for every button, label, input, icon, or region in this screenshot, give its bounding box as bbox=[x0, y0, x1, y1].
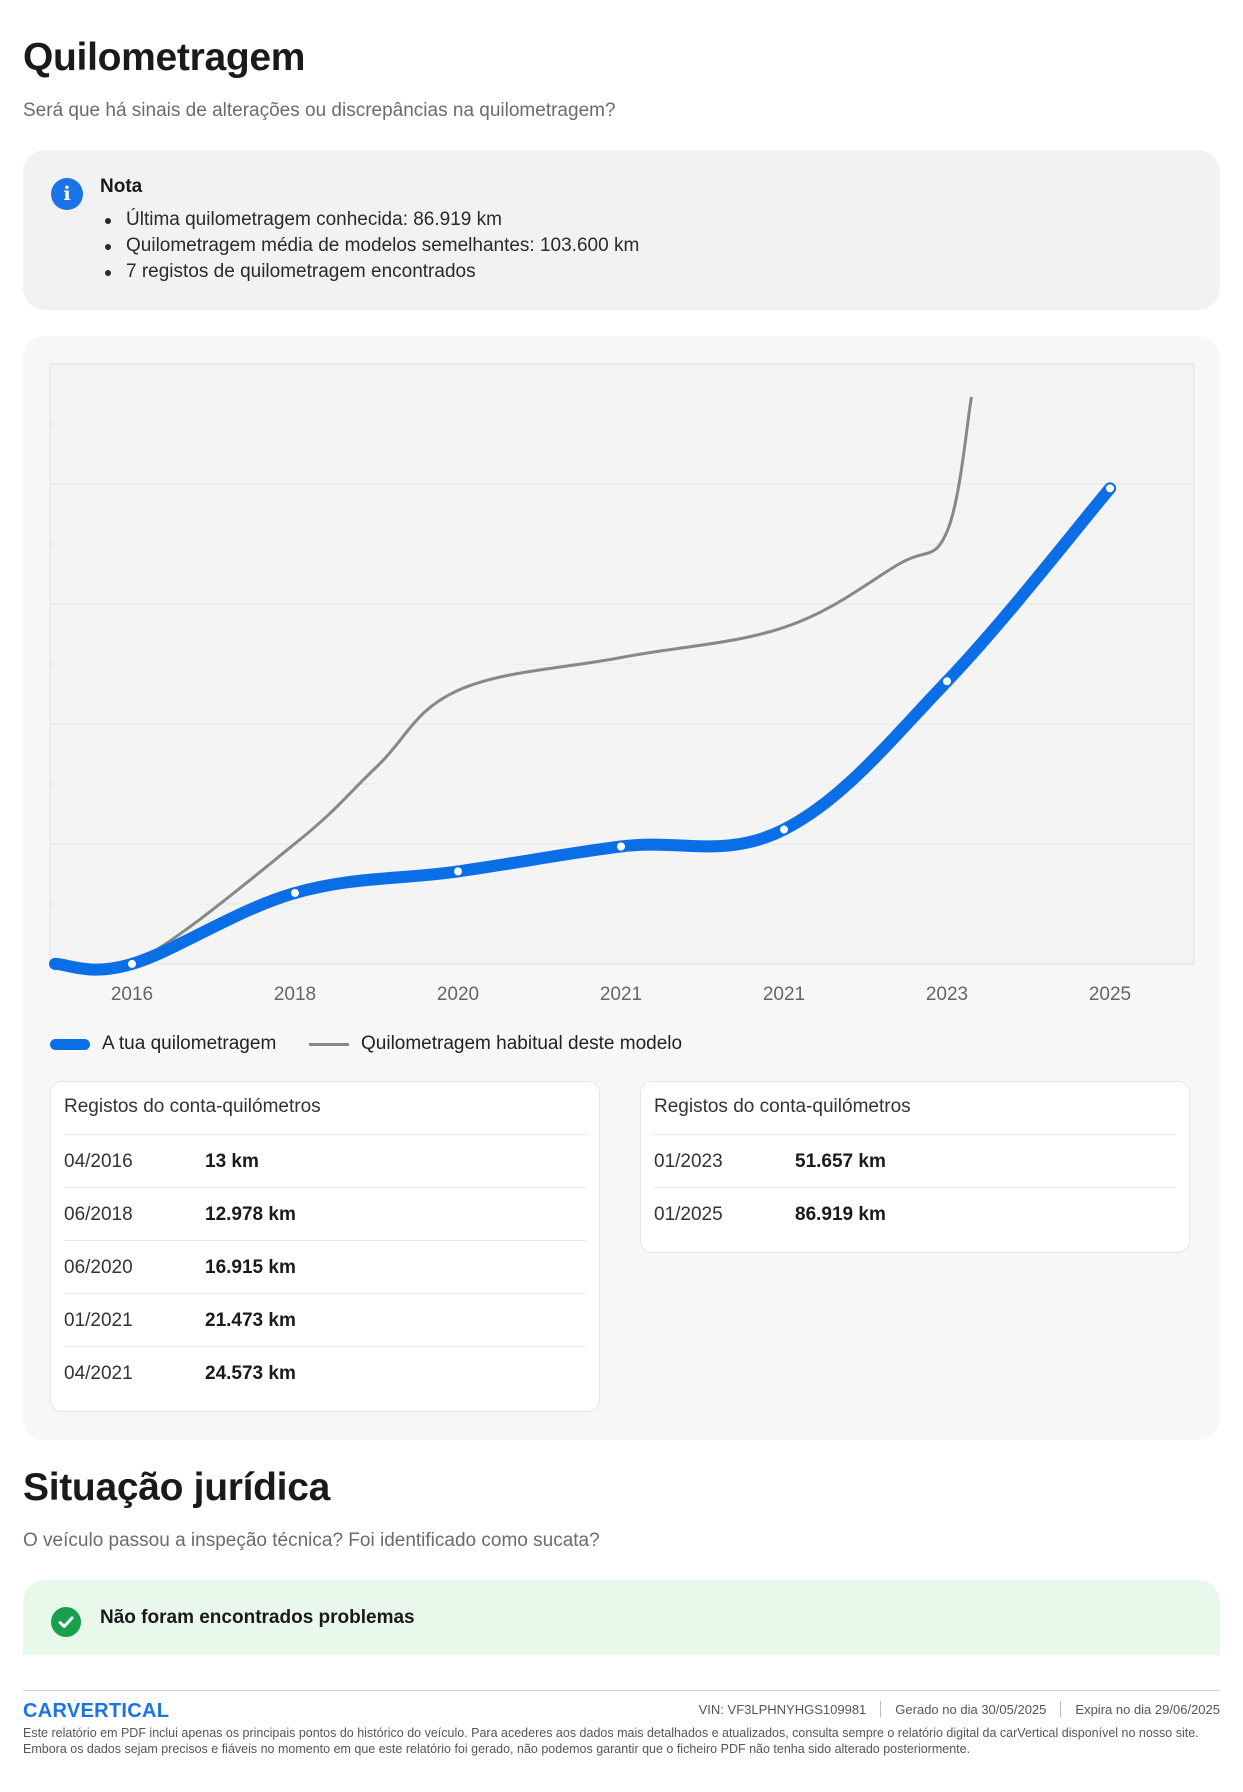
note-list: Última quilometragem conhecida: 86.919 k… bbox=[100, 207, 639, 285]
generated-date: 30/05/2025 bbox=[981, 1701, 1047, 1717]
row-km: 16.915 km bbox=[205, 1257, 296, 1278]
data-point-1[interactable] bbox=[289, 886, 301, 899]
footer-separator bbox=[880, 1701, 882, 1717]
data-point-0[interactable] bbox=[126, 957, 138, 970]
legend-label-your-mileage: A tua quilometragem bbox=[102, 1033, 277, 1054]
legend-swatch-blue bbox=[50, 1038, 90, 1050]
row-date: 01/2025 bbox=[654, 1204, 723, 1225]
row-date: 06/2020 bbox=[64, 1257, 133, 1278]
data-point-4[interactable] bbox=[778, 823, 790, 836]
check-icon bbox=[51, 1607, 81, 1637]
legal-status-box: Não foram encontrados problemas bbox=[23, 1580, 1220, 1655]
data-point-3[interactable] bbox=[615, 840, 627, 853]
table-row: 06/2018 12.978 km bbox=[64, 1187, 586, 1240]
vin-value: VF3LPHNYHGS109981 bbox=[727, 1701, 867, 1717]
note-box: i Nota Última quilometragem conhecida: 8… bbox=[23, 150, 1220, 310]
data-point-6[interactable] bbox=[1104, 482, 1116, 495]
table-row: 06/2020 16.915 km bbox=[64, 1240, 586, 1293]
footer-meta: VIN: VF3LPHNYHGS109981 Gerado no dia 30/… bbox=[699, 1701, 1220, 1717]
odometer-table-2: Registos do conta-quilómetros 01/2023 51… bbox=[640, 1081, 1190, 1253]
vin-label: VIN: bbox=[698, 1701, 724, 1717]
odometer-table-title: Registos do conta-quilómetros bbox=[64, 1096, 321, 1117]
carvertical-logo: CARVERTICAL bbox=[23, 1700, 170, 1722]
table-row: 04/2016 13 km bbox=[64, 1134, 586, 1187]
mileage-panel: 2016 2018 2020 2021 2021 2023 2025 A tua quilo… bbox=[23, 336, 1220, 1440]
legend-usual-mileage: Quilometragem habitual deste modelo bbox=[309, 1030, 682, 1058]
x-tick-label: 2020 bbox=[437, 984, 479, 1005]
footer-separator bbox=[1060, 1701, 1062, 1717]
row-km: 86.919 km bbox=[795, 1204, 886, 1225]
series-line-usual-mileage bbox=[50, 396, 973, 976]
info-icon: i bbox=[51, 178, 83, 210]
legend-label-usual-mileage: Quilometragem habitual deste modelo bbox=[361, 1033, 683, 1054]
odometer-table-1: Registos do conta-quilómetros 04/2016 13… bbox=[50, 1081, 600, 1412]
row-date: 04/2016 bbox=[64, 1151, 133, 1172]
odometer-table-title: Registos do conta-quilómetros bbox=[654, 1096, 911, 1117]
table-row: 01/2021 21.473 km bbox=[64, 1293, 586, 1346]
row-date: 01/2023 bbox=[654, 1151, 723, 1172]
footer-disclaimer: Este relatório em PDF inclui apenas os p… bbox=[23, 1726, 1199, 1756]
mileage-chart: 2016 2018 2020 2021 2021 2023 2025 bbox=[49, 363, 1195, 1005]
legal-title: Situação jurídica bbox=[23, 1466, 330, 1509]
note-item-average-mileage: Quilometragem média de modelos semelhant… bbox=[100, 233, 639, 259]
table-row: 01/2025 86.919 km bbox=[654, 1187, 1176, 1240]
x-tick-label: 2025 bbox=[1089, 984, 1131, 1005]
table-row: 01/2023 51.657 km bbox=[654, 1134, 1176, 1187]
row-date: 06/2018 bbox=[64, 1204, 133, 1225]
note-item-record-count: 7 registos de quilometragem encontrados bbox=[100, 259, 639, 285]
mileage-title: Quilometragem bbox=[23, 36, 306, 79]
row-date: 01/2021 bbox=[64, 1310, 133, 1331]
x-tick-label: 2021 bbox=[600, 984, 642, 1005]
legal-status-text: Não foram encontrados problemas bbox=[100, 1607, 415, 1628]
legend-swatch-gray bbox=[309, 1042, 349, 1046]
table-row: 04/2021 24.573 km bbox=[64, 1346, 586, 1399]
row-km: 13 km bbox=[205, 1151, 259, 1172]
mileage-subtitle: Será que há sinais de alterações ou disc… bbox=[23, 100, 616, 121]
x-tick-label: 2018 bbox=[274, 984, 316, 1005]
legend-your-mileage: A tua quilometragem bbox=[50, 1030, 276, 1058]
data-point-5[interactable] bbox=[941, 675, 953, 688]
row-km: 12.978 km bbox=[205, 1204, 296, 1225]
data-point-2[interactable] bbox=[452, 865, 464, 878]
row-date: 04/2021 bbox=[64, 1363, 133, 1384]
x-tick-label: 2021 bbox=[763, 984, 805, 1005]
footer-divider bbox=[23, 1690, 1220, 1691]
expires-date: 29/06/2025 bbox=[1154, 1701, 1220, 1717]
row-km: 51.657 km bbox=[795, 1151, 886, 1172]
row-km: 24.573 km bbox=[205, 1363, 296, 1384]
note-title: Nota bbox=[100, 176, 143, 197]
x-tick-label: 2023 bbox=[926, 984, 968, 1005]
note-item-last-mileage: Última quilometragem conhecida: 86.919 k… bbox=[100, 207, 639, 233]
row-km: 21.473 km bbox=[205, 1310, 296, 1331]
legal-subtitle: O veículo passou a inspeção técnica? Foi… bbox=[23, 1530, 600, 1551]
x-tick-label: 2016 bbox=[111, 984, 153, 1005]
expires-label: Expira no dia bbox=[1075, 1701, 1152, 1717]
generated-label: Gerado no dia bbox=[895, 1701, 978, 1717]
